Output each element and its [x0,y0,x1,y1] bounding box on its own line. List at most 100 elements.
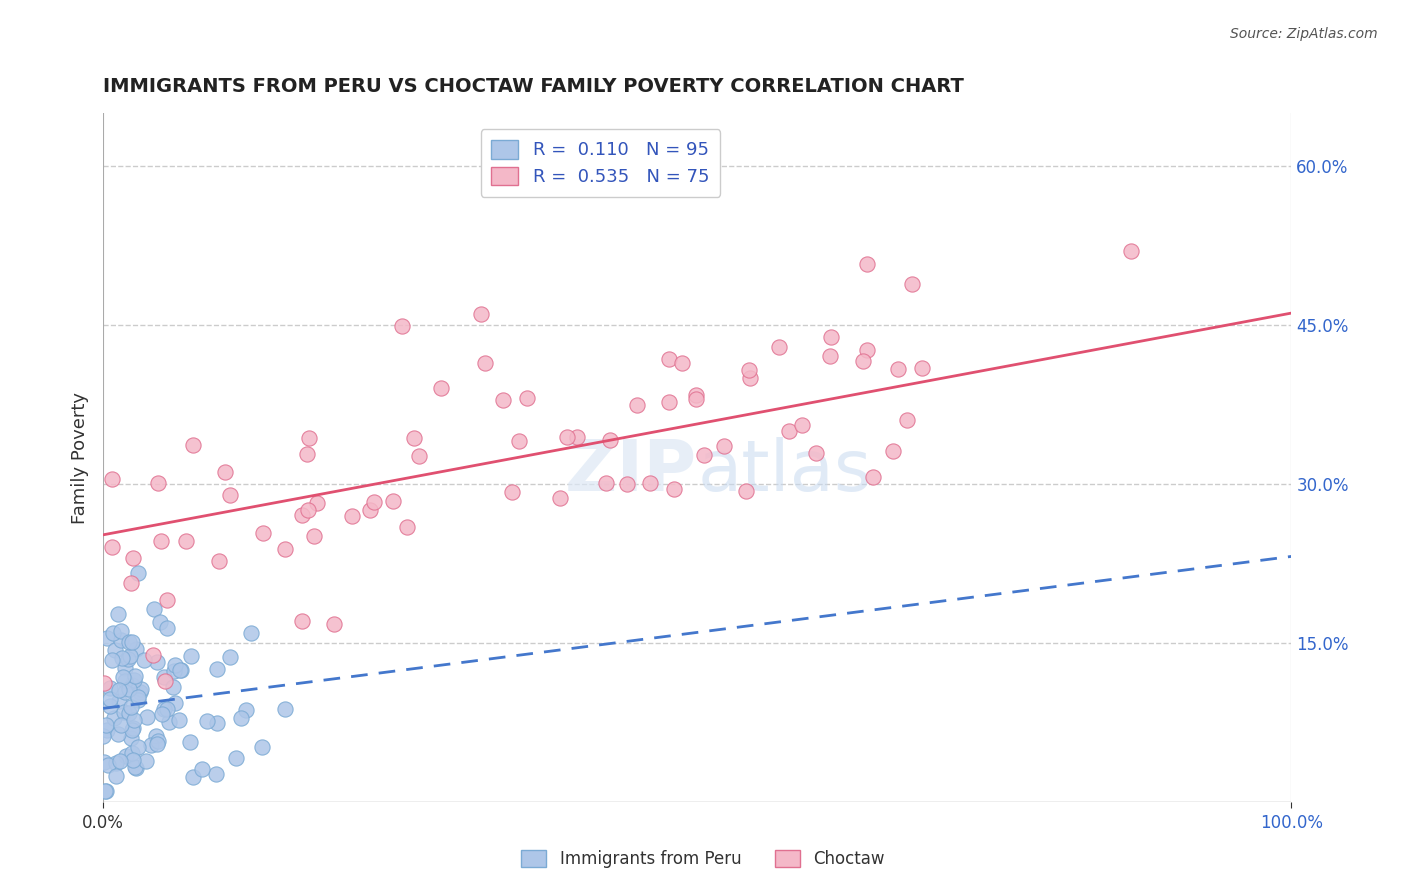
Point [98,681,121,695]
Point [122,673,145,687]
Point [307,496,329,510]
Point [150,707,173,722]
Point [195,714,218,728]
Point [516,391,538,405]
Point [297,447,319,461]
Point [103,643,125,657]
Point [96,723,118,738]
Point [153,670,176,684]
Point [125,642,148,657]
Point [818,349,841,363]
Point [114,673,136,688]
Point [778,424,800,438]
Point [104,769,127,783]
Point [225,751,247,765]
Point [110,718,132,732]
Point [120,575,142,590]
Point [323,617,346,632]
Point [97,758,120,772]
Point [127,690,149,705]
Point [94,718,117,732]
Point [219,487,242,501]
Point [146,734,169,748]
Point [901,277,924,292]
Point [122,721,145,735]
Point [595,475,617,490]
Point [110,624,132,638]
Point [117,635,139,649]
Point [132,653,155,667]
Point [108,755,131,769]
Y-axis label: Family Poverty: Family Poverty [72,392,89,524]
Point [93,676,115,690]
Point [298,431,321,445]
Point [156,702,179,716]
Point [658,351,681,366]
Point [104,756,127,770]
Point [142,648,165,663]
Point [112,706,135,720]
Point [396,519,419,533]
Point [115,749,138,764]
Point [658,395,681,409]
Point [156,622,179,636]
Point [107,607,129,621]
Point [110,632,132,647]
Point [101,625,124,640]
Point [219,649,242,664]
Text: atlas: atlas [697,437,872,506]
Point [149,615,172,629]
Point [737,363,759,377]
Point [887,361,910,376]
Point [291,508,314,522]
Point [252,526,274,541]
Point [100,541,122,555]
Point [363,495,385,509]
Point [402,431,425,445]
Point [143,602,166,616]
Point [111,650,134,665]
Point [129,681,152,696]
Point [565,430,588,444]
Text: ZIP: ZIP [565,437,697,506]
Point [474,356,496,370]
Point [101,472,124,486]
Text: Source: ZipAtlas.com: Source: ZipAtlas.com [1230,27,1378,41]
Point [852,354,875,368]
Point [103,711,125,725]
Point [501,485,523,500]
Point [855,343,877,357]
Point [304,528,326,542]
Point [127,740,149,755]
Point [382,494,405,508]
Point [470,307,492,321]
Point [107,682,129,697]
Point [235,703,257,717]
Point [408,450,430,464]
Point [790,418,813,433]
Point [93,756,115,770]
Point [492,392,515,407]
Point [153,674,176,689]
Point [135,754,157,768]
Point [911,361,934,376]
Point [121,634,143,648]
Point [713,439,735,453]
Point [896,413,918,427]
Point [214,466,236,480]
Point [208,554,231,568]
Point [114,685,136,699]
Point [149,533,172,548]
Legend: R =  0.110   N = 95, R =  0.535   N = 75: R = 0.110 N = 95, R = 0.535 N = 75 [481,129,720,197]
Point [156,592,179,607]
Point [145,738,167,752]
Point [671,356,693,370]
Point [163,664,186,678]
Point [107,726,129,740]
Point [120,700,142,714]
Point [685,388,707,402]
Point [117,706,139,720]
Point [626,398,648,412]
Point [139,738,162,752]
Point [616,476,638,491]
